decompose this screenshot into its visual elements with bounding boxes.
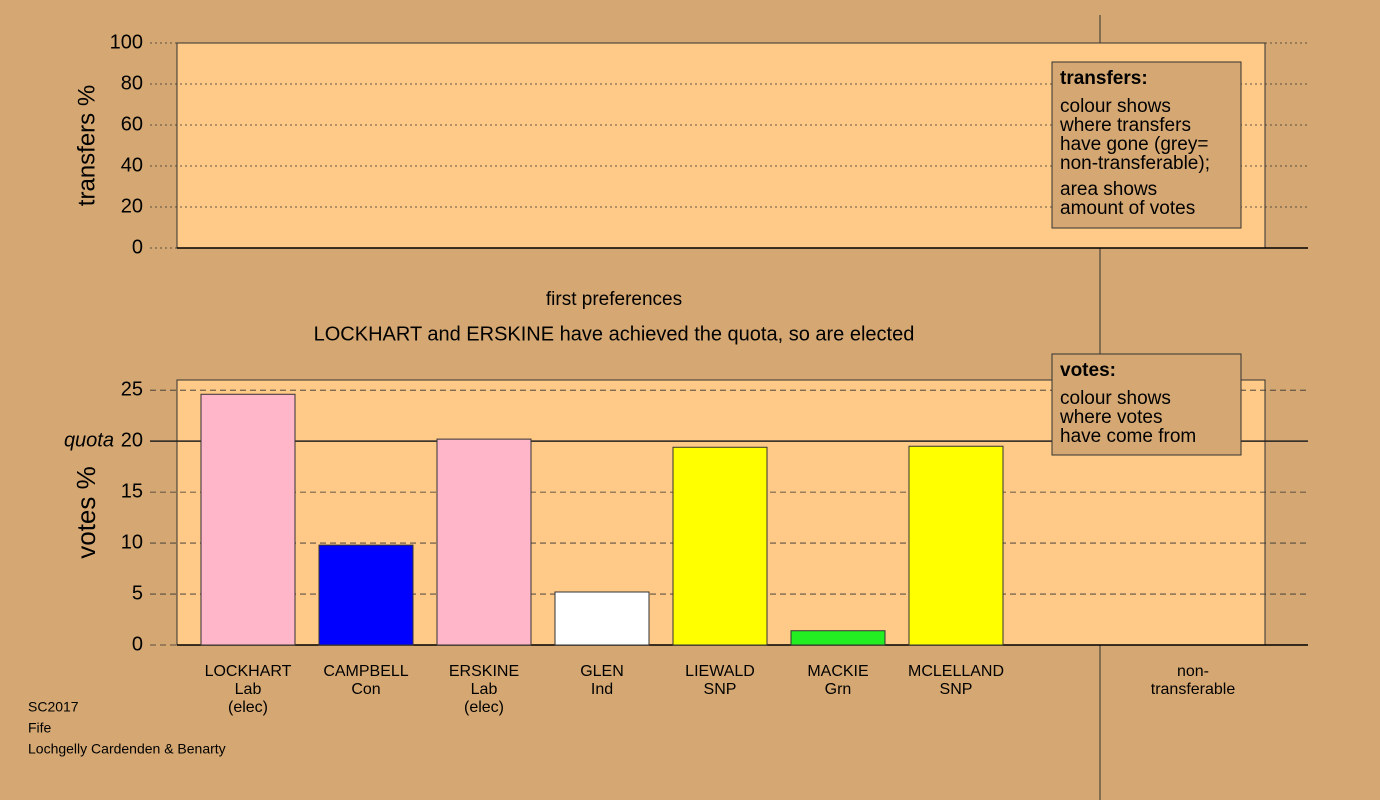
- x-tick-label: (elec): [464, 699, 504, 716]
- x-tick-label: Lab: [235, 681, 262, 698]
- x-tick-label: Grn: [825, 681, 852, 698]
- x-tick-label: MCLELLAND: [908, 663, 1004, 680]
- y-tick-label: 40: [121, 154, 143, 176]
- quota-label: quota: [64, 429, 114, 451]
- bar: [554, 591, 650, 646]
- y-tick-label: 5: [132, 582, 143, 604]
- y-tick-label: 80: [121, 72, 143, 94]
- footer-text: Fife: [28, 720, 52, 736]
- legend-text: have come from: [1060, 426, 1196, 447]
- footer-text: Lochgelly Cardenden & Benarty: [28, 741, 226, 757]
- y-tick-label: 25: [121, 378, 143, 400]
- legend-text: where transfers: [1059, 115, 1191, 136]
- bar: [200, 393, 296, 646]
- y-tick-label: 0: [132, 633, 143, 655]
- x-tick-label: SNP: [704, 681, 737, 698]
- x-tick-label: Ind: [591, 681, 613, 698]
- y-tick-label: 60: [121, 113, 143, 135]
- y-axis-label: votes %: [71, 466, 101, 559]
- x-tick-label: ERSKINE: [449, 663, 519, 680]
- x-tick-label: Con: [351, 681, 380, 698]
- legend-text: area shows: [1060, 179, 1157, 200]
- legend-title: votes:: [1060, 360, 1116, 381]
- chart-title: first preferences: [546, 289, 682, 310]
- y-tick-label: 20: [121, 195, 143, 217]
- footer-text: SC2017: [28, 699, 79, 715]
- x-tick-label: non-: [1177, 663, 1209, 680]
- x-tick-label: LIEWALD: [685, 663, 755, 680]
- legend-text: colour shows: [1060, 96, 1171, 117]
- bar: [436, 438, 532, 646]
- y-tick-label: 20: [121, 429, 143, 451]
- x-tick-label: Lab: [471, 681, 498, 698]
- x-tick-label: CAMPBELL: [323, 663, 408, 680]
- bar: [790, 630, 886, 646]
- legend-text: where votes: [1059, 407, 1162, 428]
- legend-text: amount of votes: [1060, 198, 1195, 219]
- x-tick-label: MACKIE: [807, 663, 868, 680]
- y-tick-label: 100: [110, 31, 143, 53]
- x-tick-label: LOCKHART: [205, 663, 292, 680]
- y-tick-label: 10: [121, 531, 143, 553]
- legend-text: colour shows: [1060, 388, 1171, 409]
- bar: [318, 544, 414, 646]
- x-tick-label: (elec): [228, 699, 268, 716]
- legend-text: have gone (grey=: [1060, 134, 1208, 155]
- legend-box: [1051, 353, 1242, 456]
- bar: [908, 445, 1004, 646]
- x-tick-label: transferable: [1151, 681, 1236, 698]
- x-tick-label: SNP: [940, 681, 973, 698]
- y-tick-label: 0: [132, 236, 143, 258]
- y-axis-label: transfers %: [73, 85, 100, 206]
- legend-box: [1051, 61, 1242, 229]
- legend-title: transfers:: [1060, 68, 1148, 89]
- x-tick-label: GLEN: [580, 663, 624, 680]
- chart-subtitle: LOCKHART and ERSKINE have achieved the q…: [314, 323, 915, 345]
- legend-text: non-transferable);: [1060, 153, 1210, 174]
- y-tick-label: 15: [121, 480, 143, 502]
- bar: [672, 446, 768, 646]
